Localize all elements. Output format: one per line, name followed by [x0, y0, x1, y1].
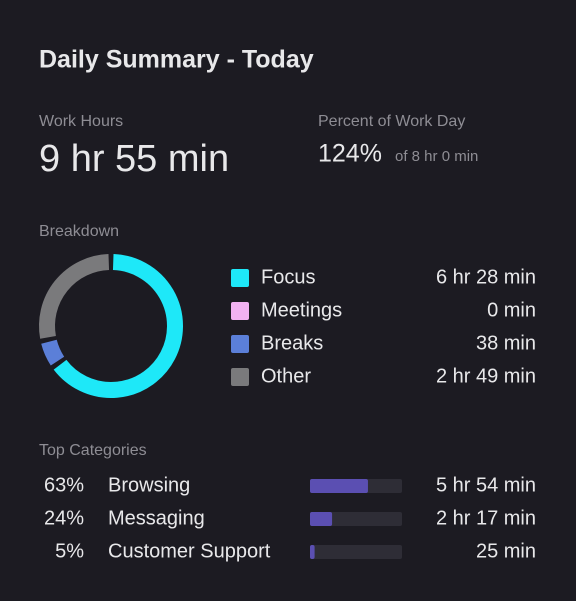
legend-duration: 6 hr 28 min: [436, 266, 536, 288]
work-hours-label: Work Hours: [39, 113, 123, 130]
bar-track: [310, 512, 402, 526]
category-duration: 5 hr 54 min: [436, 474, 536, 496]
donut-segment: [39, 254, 110, 339]
work-hours-value: 9 hr 55 min: [39, 138, 229, 180]
legend-swatch: [231, 269, 249, 287]
legend-name: Breaks: [261, 332, 323, 354]
legend-duration: 38 min: [476, 332, 536, 354]
percent-value: 124%: [318, 140, 382, 168]
legend-name: Meetings: [261, 299, 342, 321]
top-categories-title: Top Categories: [39, 442, 147, 459]
category-duration: 25 min: [476, 540, 536, 562]
legend-swatch: [231, 302, 249, 320]
category-percent: 5%: [55, 540, 84, 562]
bar-track: [310, 545, 402, 559]
category-name: Customer Support: [108, 540, 271, 562]
category-duration: 2 hr 17 min: [436, 507, 536, 529]
legend-duration: 2 hr 49 min: [436, 365, 536, 387]
bar-fill: [310, 479, 368, 493]
category-percent: 24%: [44, 507, 84, 529]
legend-name: Focus: [261, 266, 315, 288]
legend-swatch: [231, 335, 249, 353]
legend-swatch: [231, 368, 249, 386]
percent-note: of 8 hr 0 min: [395, 148, 478, 165]
title: Daily Summary - Today: [39, 46, 314, 74]
donut-segment: [41, 339, 65, 366]
donut-segment: [53, 254, 183, 398]
bar-fill: [310, 512, 333, 526]
legend-duration: 0 min: [487, 299, 536, 321]
category-name: Messaging: [108, 507, 205, 529]
percent-label: Percent of Work Day: [318, 113, 465, 130]
category-percent: 63%: [44, 474, 84, 496]
bar-fill: [310, 545, 315, 559]
breakdown-title: Breakdown: [39, 223, 119, 240]
category-name: Browsing: [108, 474, 190, 496]
legend-name: Other: [261, 365, 311, 387]
